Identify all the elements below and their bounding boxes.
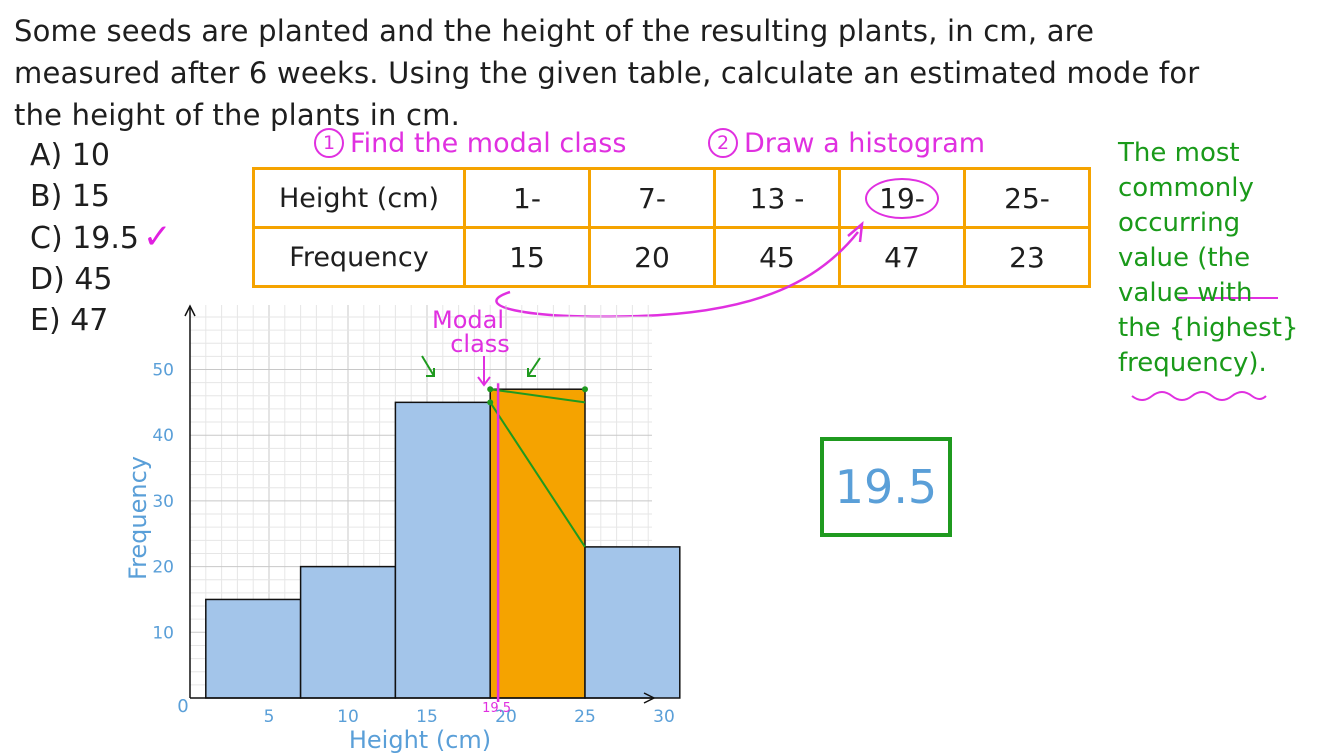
question-text: Some seeds are planted and the height of… [14, 10, 1324, 136]
construction-point [487, 386, 494, 393]
answer-options: A) 10 B) 15 C) 19.5 ✓ D) 45 E) 47 [30, 135, 171, 341]
note-line: The most [1118, 138, 1240, 168]
step-2-number: 2 [708, 128, 738, 158]
estimated-mode-label: 19.5 [482, 701, 511, 716]
mode-definition-note: The most commonly occurring value (the v… [1118, 136, 1338, 381]
construction-point [487, 399, 494, 406]
check-icon: ✓ [142, 217, 172, 257]
x-axis-label: Height (cm) [349, 726, 491, 754]
question-line-2: measured after 6 weeks. Using the given … [14, 56, 1200, 90]
origin-label: 0 [177, 696, 188, 717]
step-1: 1 Find the modal class [314, 128, 626, 159]
note-line: the {highest} [1118, 313, 1299, 343]
step-1-label: Find the modal class [350, 128, 627, 159]
mode-construction: 19.5 [421, 355, 588, 716]
table-cell: 20 [588, 226, 716, 288]
note-line: occurring [1118, 208, 1241, 238]
x-tick-label: 25 [574, 707, 596, 727]
underline-squiggle [1131, 391, 1267, 401]
table-cell: 7- [588, 167, 716, 229]
x-tick-label: 5 [264, 707, 275, 727]
x-tick-label: 20 [495, 707, 517, 727]
question-line-1: Some seeds are planted and the height of… [14, 14, 1095, 48]
note-line: frequency). [1118, 348, 1267, 378]
arrow-icon [421, 355, 435, 377]
x-tick-label: 30 [653, 707, 675, 727]
y-axis-arrow-icon [184, 304, 196, 317]
table-row-height: Height (cm) 1- 7- 13 - 19- 25- [252, 167, 1091, 229]
y-tick-label: 10 [152, 623, 174, 643]
answer-box: 19.5 [820, 437, 952, 537]
note-line: value with [1118, 278, 1253, 308]
histogram-bar [394, 401, 491, 699]
option-b[interactable]: B) 15 [30, 179, 110, 214]
axes [184, 304, 656, 704]
arrow-icon [477, 356, 491, 387]
x-tick-label: 15 [416, 707, 438, 727]
y-tick-label: 20 [152, 558, 174, 578]
table-cell: 45 [713, 226, 841, 288]
option-e[interactable]: E) 47 [30, 303, 109, 338]
histogram-bar [299, 565, 397, 699]
histogram-bar [584, 546, 681, 699]
table-cell: 25- [963, 167, 1091, 229]
table-cell: 15 [463, 226, 591, 288]
y-tick-label: 40 [152, 426, 174, 446]
option-a[interactable]: A) 10 [30, 138, 110, 173]
arrow-head-icon [847, 220, 864, 243]
bars [205, 388, 681, 699]
note-line: value (the [1118, 243, 1251, 273]
step-2: 2 Draw a histogram [708, 128, 985, 159]
y-axis-label: Frequency [124, 456, 152, 580]
construction-line [490, 388, 586, 404]
table-cell: 13 - [713, 167, 841, 229]
histogram-bar-modal [489, 388, 586, 699]
modal-label-line-1: Modal [432, 306, 504, 334]
step-1-number: 1 [314, 128, 344, 158]
annotation-arrow [495, 231, 859, 318]
histogram-bar [205, 598, 302, 699]
arrow-icon [527, 357, 541, 377]
y-tick-label: 50 [152, 361, 174, 381]
frequency-table: Height (cm) 1- 7- 13 - 19- 25- Frequency… [252, 167, 1091, 288]
option-c[interactable]: C) 19.5 ✓ [30, 217, 172, 257]
tick-labels: 5 10 15 20 25 30 10 20 30 40 50 [152, 361, 674, 728]
table-header-height: Height (cm) [252, 167, 466, 229]
table-cell: 47 [838, 226, 966, 288]
option-d[interactable]: D) 45 [30, 262, 113, 297]
table-cell-modal: 19- [838, 167, 966, 229]
question-line-3: the height of the plants in cm. [14, 98, 461, 132]
note-line: commonly [1118, 173, 1254, 203]
table-row-frequency: Frequency 15 20 45 47 23 [252, 226, 1091, 288]
y-tick-label: 30 [152, 492, 174, 512]
table-header-frequency: Frequency [252, 226, 466, 288]
table-cell: 1- [463, 167, 591, 229]
modal-class-circle: 19- [865, 177, 939, 219]
x-tick-label: 10 [337, 707, 359, 727]
table-cell: 23 [963, 226, 1091, 288]
x-axis-arrow-icon [643, 692, 656, 704]
construction-point [582, 386, 588, 393]
step-2-label: Draw a histogram [744, 128, 986, 159]
construction-line [489, 401, 586, 548]
modal-label-line-2: class [450, 330, 510, 358]
